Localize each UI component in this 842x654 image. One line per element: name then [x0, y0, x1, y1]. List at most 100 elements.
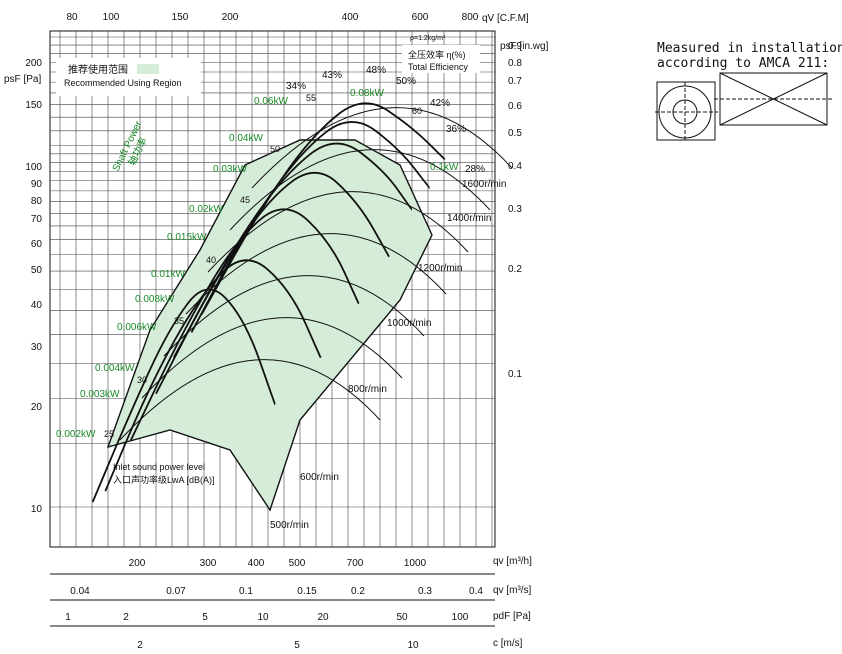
sound-label: 55 [306, 93, 316, 103]
power-label: 0.02kW [189, 204, 223, 215]
curve-labels: 500r/min 600r/min 800r/min 1000r/min 1200r/m… [56, 65, 506, 531]
sound-label: 50 [270, 144, 280, 154]
bottom-tick-label-pa: 2 [123, 612, 129, 623]
bottom-axis-title-3: c [m/s] [493, 638, 523, 649]
right-tick-label: 0.4 [508, 161, 522, 172]
installation-line1: Measured in installation B [657, 41, 842, 56]
speed-curve [129, 208, 360, 442]
speed-curve [172, 142, 413, 359]
power-label: 0.002kW [56, 429, 96, 440]
speed-curve [91, 288, 276, 503]
sound-label: 40 [206, 255, 216, 265]
bottom-axis-title-0: qv [m³/h] [493, 556, 532, 567]
bottom-tick-label-pa: 50 [396, 612, 408, 623]
left-axis-title: psF [Pa] [4, 74, 41, 85]
bottom-tick-label-m3h: 200 [129, 558, 146, 569]
left-tick-label: 30 [31, 342, 43, 353]
left-tick-label: 40 [31, 300, 43, 311]
left-tick-label: 10 [31, 504, 43, 515]
bottom-tick-label-m3s: 0.4 [469, 586, 483, 597]
right-tick-label: 0.6 [508, 101, 522, 112]
bottom-tick-label-ms: 10 [407, 640, 419, 651]
efficiency-curve [251, 107, 513, 189]
sound-title-en: Inlet sound power level [113, 462, 205, 472]
bottom-tick-label-m3s: 0.2 [351, 586, 365, 597]
efficiency-curve [163, 275, 425, 357]
power-label: 0.004kW [95, 363, 135, 374]
installation-diagram [655, 72, 832, 142]
speed-curves [91, 102, 446, 503]
power-label: 0.1kW [430, 162, 459, 173]
efficiency-label: 34% [286, 81, 306, 92]
right-axis-title: psF [in.wg] [500, 41, 549, 52]
efficiency-curve [141, 317, 403, 399]
left-tick-label: 80 [31, 196, 43, 207]
bottom-tick-label-ms: 5 [294, 640, 300, 651]
bottom-tick-label-pa: 1 [65, 612, 71, 623]
efficiency-title-box [402, 45, 480, 73]
speed-label: 800r/min [348, 384, 387, 395]
bottom-tick-label-m3s: 0.07 [166, 586, 186, 597]
right-tick-label: 0.1 [508, 369, 522, 380]
efficiency-title-cn: 全压效率 η(%) [408, 49, 466, 60]
left-tick-label: 90 [31, 179, 43, 190]
fan-housing [656, 81, 716, 141]
power-label: 0.01kW [151, 269, 185, 280]
bottom-tick-label-m3s: 0.15 [297, 586, 317, 597]
efficiency-curve [229, 149, 491, 231]
left-tick-label: 60 [31, 239, 43, 250]
bottom-tick-label-m3s: 0.3 [418, 586, 432, 597]
legend-box [56, 58, 201, 96]
left-tick-label: 100 [25, 162, 42, 173]
power-label: 0.003kW [80, 389, 120, 400]
sound-label: 45 [240, 195, 250, 205]
sound-label: 60 [412, 106, 422, 116]
bottom-tick-label-m3h: 400 [248, 558, 265, 569]
top-tick-label: 200 [222, 12, 239, 23]
top-axis-title: qV [C.F.M] [482, 13, 529, 24]
installation-line2: according to AMCA 211: [657, 56, 829, 71]
legend-subtitle: Recommended Using Region [64, 78, 182, 88]
power-label: 0.04kW [229, 133, 263, 144]
bottom-tick-label-m3s: 0.04 [70, 586, 90, 597]
bottom-tick-label-ms: 2 [137, 640, 143, 651]
speed-label: 1200r/min [418, 263, 462, 274]
density-note: ρ=1.2kg/m³ [410, 35, 446, 42]
sound-label: 30 [137, 375, 147, 385]
recommended-region [106, 139, 433, 512]
efficiency-label: 43% [322, 70, 342, 81]
top-tick-label: 400 [342, 12, 359, 23]
efficiency-label: 42% [430, 98, 450, 109]
power-label: 0.015kW [167, 232, 207, 243]
bottom-tick-label-m3h: 1000 [404, 558, 427, 569]
bottom-tick-label-pa: 100 [452, 612, 469, 623]
right-tick-label: 0.2 [508, 264, 522, 275]
bottom-axis-title-2: pdF [Pa] [493, 611, 531, 622]
efficiency-label: 48% [366, 65, 386, 76]
efficiency-title-en: Total Efficiency [408, 62, 468, 72]
efficiency-curves [119, 107, 513, 441]
legend-title: 推荐使用范围 [68, 63, 128, 76]
right-tick-label: 0.9 [508, 41, 522, 52]
top-tick-label: 100 [103, 12, 120, 23]
speed-label: 500r/min [270, 520, 309, 531]
legend-swatch [137, 64, 159, 74]
bottom-axis-title-1: qv [m³/s] [493, 585, 532, 596]
efficiency-label: 36% [446, 124, 466, 135]
right-tick-label: 0.8 [508, 58, 522, 69]
power-label: 0.06kW [254, 96, 288, 107]
left-tick-label: 20 [31, 402, 43, 413]
top-tick-label: 150 [172, 12, 189, 23]
efficiency-label: 50% [396, 76, 416, 87]
speed-label: 1600r/min [462, 179, 506, 190]
plot-frame [49, 30, 496, 548]
efficiency-curve [119, 359, 381, 441]
power-label: 0.006kW [117, 322, 157, 333]
speed-label: 1400r/min [447, 213, 491, 224]
bottom-tick-label-m3s: 0.1 [239, 586, 253, 597]
shaft-power-title: Shaft Power 轴功率 [111, 119, 150, 173]
top-tick-label: 800 [462, 12, 479, 23]
speed-curve [200, 102, 446, 315]
power-label: 0.03kW [213, 164, 247, 175]
